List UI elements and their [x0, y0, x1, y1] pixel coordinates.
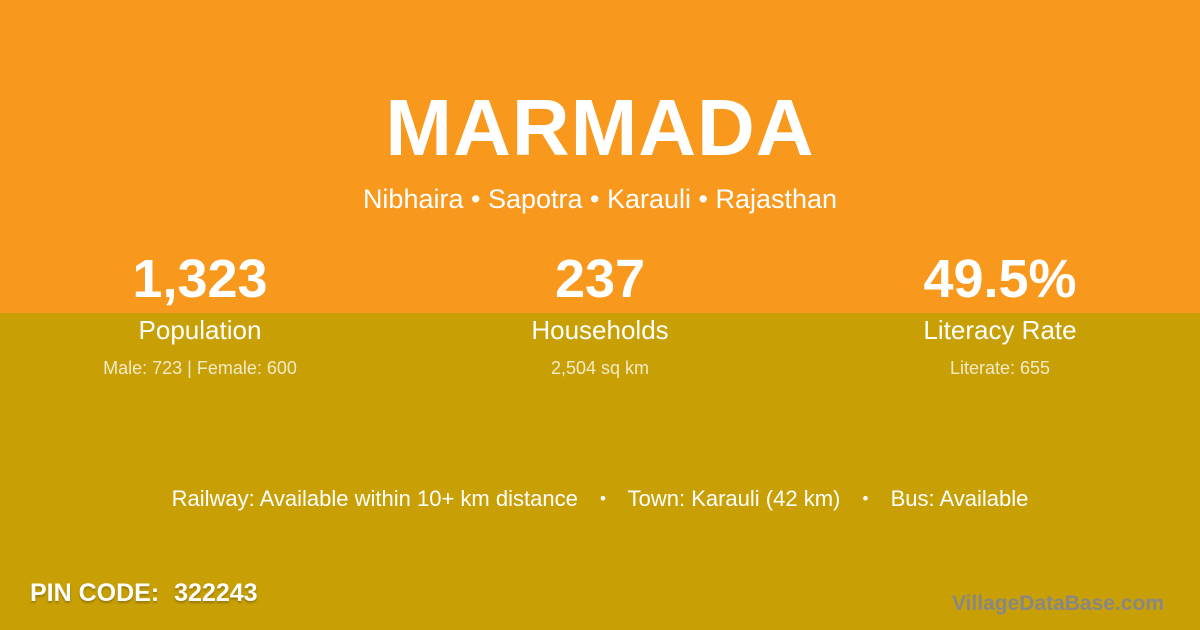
pin-code-value: 322243	[174, 579, 258, 607]
population-breakdown: Male: 723 | Female: 600	[103, 357, 297, 378]
stat-literacy: 49.5% Literacy Rate Literate: 655	[800, 252, 1200, 379]
header-background	[0, 0, 1200, 313]
population-label: Population	[138, 315, 262, 345]
area-info: 2,504 sq km	[550, 357, 650, 378]
town-info: Town: Karauli (42 km)	[627, 486, 841, 511]
bus-info: Bus: Available	[890, 486, 1029, 511]
households-value: 237	[554, 249, 646, 309]
stats-row: 1,323 Population Male: 723 | Female: 600…	[0, 252, 1200, 379]
stat-population: 1,323 Population Male: 723 | Female: 600	[0, 252, 400, 379]
village-title: MARMADA	[385, 83, 815, 172]
literacy-label: Literacy Rate	[923, 315, 1077, 345]
literate-count: Literate: 655	[949, 357, 1051, 378]
literacy-value: 49.5%	[923, 249, 1077, 309]
pin-code: PIN CODE: 322243	[30, 579, 258, 608]
website-watermark: VillageDataBase.com	[951, 592, 1164, 615]
separator-dot: •	[862, 489, 869, 508]
pin-code-label: PIN CODE:	[30, 579, 160, 607]
population-value: 1,323	[132, 249, 268, 309]
location-breadcrumb: Nibhaira • Sapotra • Karauli • Rajasthan	[362, 184, 838, 214]
railway-info: Railway: Available within 10+ km distanc…	[171, 486, 578, 511]
households-label: Households	[531, 315, 669, 345]
stat-households: 237 Households 2,504 sq km	[400, 252, 800, 379]
transport-info: Railway: Available within 10+ km distanc…	[0, 486, 1200, 512]
separator-dot: •	[599, 489, 606, 508]
